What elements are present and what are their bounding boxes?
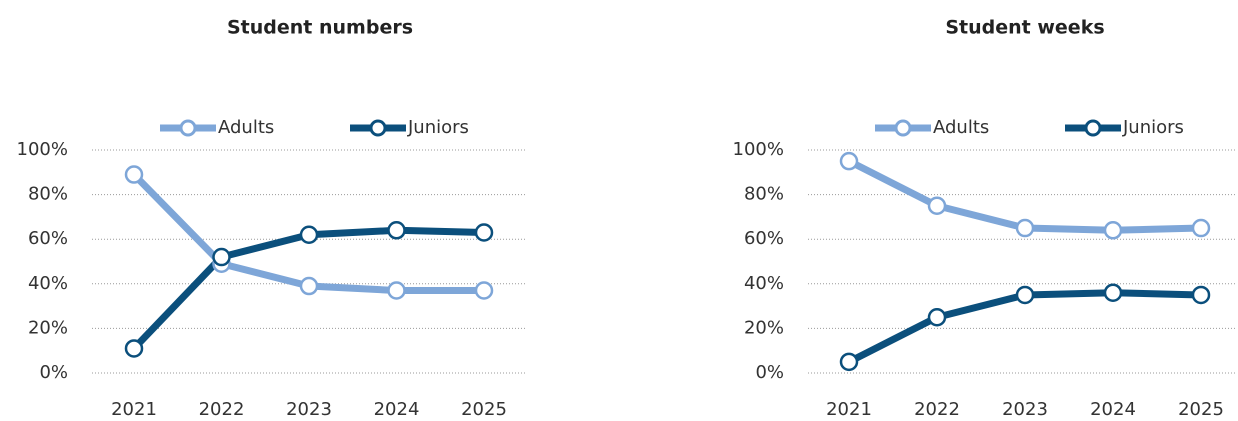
point: [1191, 218, 1211, 238]
point: [299, 276, 319, 296]
legend-label: Juniors: [1122, 117, 1184, 138]
legend-label: Adults: [218, 117, 274, 138]
x-tick-label: 2025: [1178, 399, 1224, 420]
point: [212, 247, 231, 267]
point: [1015, 285, 1035, 305]
y-tick-label: 60%: [28, 228, 68, 249]
point: [387, 281, 406, 300]
x-tick-label: 2023: [1002, 399, 1048, 420]
x-tick-label: 2023: [286, 399, 332, 420]
point: [387, 221, 406, 240]
y-tick-label: 0%: [755, 362, 784, 383]
y-tick-label: 100%: [733, 139, 784, 160]
y-tick-label: 20%: [28, 317, 68, 338]
legend-label: Juniors: [407, 117, 469, 138]
chart-title: Student weeks: [945, 17, 1104, 39]
x-tick-label: 2021: [111, 399, 157, 420]
chart-title: Student numbers: [227, 17, 413, 39]
point: [927, 196, 947, 215]
x-tick-label: 2025: [461, 399, 507, 420]
legend-marker: [369, 119, 387, 137]
point: [1103, 283, 1123, 302]
x-tick-label: 2024: [374, 399, 420, 420]
point: [1015, 218, 1035, 238]
y-tick-label: 100%: [17, 139, 68, 160]
legend-marker: [894, 119, 912, 137]
point: [1103, 221, 1123, 240]
x-tick-label: 2022: [914, 399, 960, 420]
legend-marker: [179, 119, 197, 137]
point: [839, 352, 859, 372]
legend-marker: [1084, 119, 1102, 137]
x-tick-label: 2021: [826, 399, 872, 420]
x-tick-label: 2024: [1090, 399, 1136, 420]
y-tick-label: 20%: [744, 317, 784, 338]
y-tick-label: 0%: [39, 362, 68, 383]
y-tick-label: 60%: [744, 228, 784, 249]
point: [839, 151, 859, 171]
y-tick-label: 80%: [28, 184, 68, 205]
point: [474, 223, 494, 242]
y-tick-label: 40%: [744, 273, 784, 294]
y-tick-label: 80%: [744, 184, 784, 205]
point: [1191, 285, 1211, 305]
x-tick-label: 2022: [199, 399, 245, 420]
point: [474, 281, 494, 300]
point: [124, 339, 144, 358]
point: [299, 225, 319, 244]
y-tick-label: 40%: [28, 273, 68, 294]
point: [124, 165, 144, 184]
point: [927, 308, 947, 327]
legend-label: Adults: [933, 117, 989, 138]
